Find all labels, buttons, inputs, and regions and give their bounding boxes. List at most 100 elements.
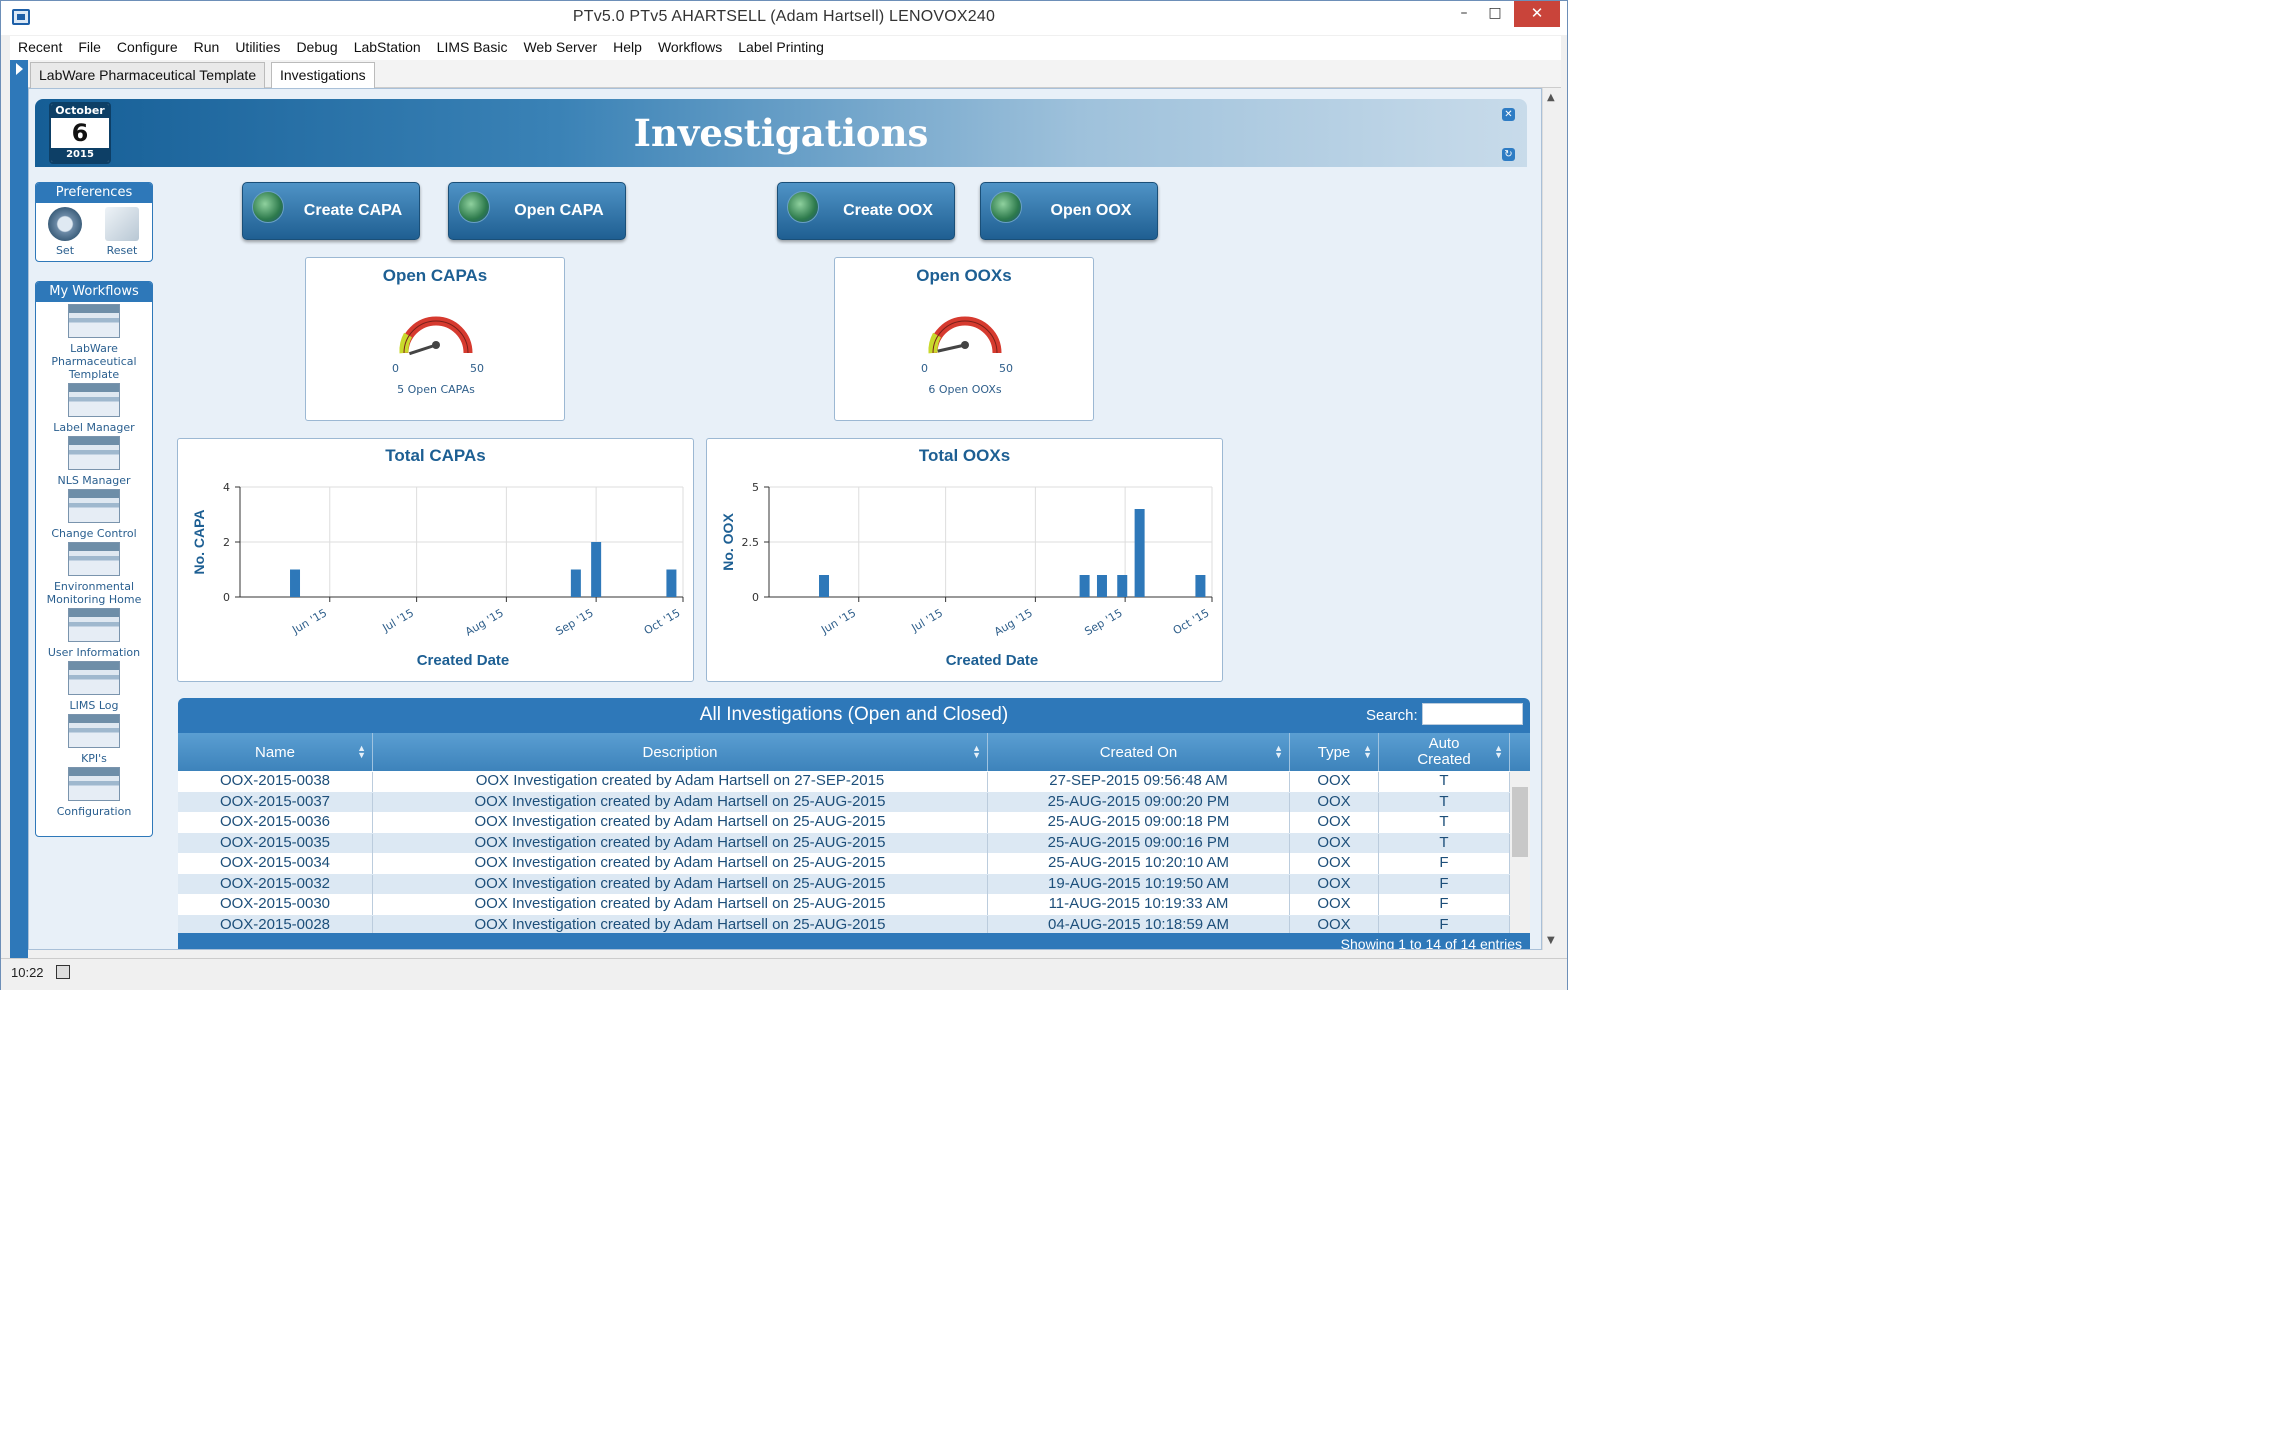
x-tick-label: Oct '15 xyxy=(642,606,683,637)
gauge-min-label: 0 xyxy=(921,362,928,375)
column-label: Description xyxy=(642,743,718,761)
table-cell: OOX-2015-0038 xyxy=(178,772,373,792)
open-capa-label: Open CAPA xyxy=(514,202,604,219)
search-input[interactable] xyxy=(1422,703,1523,725)
y-tick-label: 0 xyxy=(752,591,759,604)
table-cell: T xyxy=(1379,833,1510,854)
keyboard-icon[interactable] xyxy=(56,965,70,979)
table-cell: OOX-2015-0034 xyxy=(178,854,373,874)
workflow-nls-manager[interactable]: NLS Manager xyxy=(36,434,152,487)
workflow-lims-log[interactable]: LIMS Log xyxy=(36,659,152,712)
status-bar: 10:22 xyxy=(1,958,1567,990)
tab-labware-template[interactable]: LabWare Pharmaceutical Template xyxy=(30,62,266,88)
workflow-environmental-monitoring[interactable]: Environmental Monitoring Home xyxy=(36,540,152,606)
bar xyxy=(819,575,830,597)
workflow-change-control[interactable]: Change Control xyxy=(36,487,152,540)
menu-lims-basic[interactable]: LIMS Basic xyxy=(436,39,508,55)
table-row[interactable]: OOX-2015-0030 OOX Investigation created b… xyxy=(178,894,1510,915)
create-capa-icon xyxy=(252,191,284,223)
table-cell: OOX xyxy=(1290,792,1379,813)
set-button[interactable]: Set xyxy=(41,207,89,257)
page-scrollbar[interactable]: ▲ ▼ xyxy=(1542,88,1561,950)
workflow-label: Label Manager xyxy=(53,421,135,434)
column-type[interactable]: Type ▲ ▼ xyxy=(1290,733,1379,771)
table-scrollbar[interactable] xyxy=(1510,771,1530,933)
table-row[interactable]: OOX-2015-0038 OOX Investigation created b… xyxy=(178,771,1510,792)
column-name[interactable]: Name ▲ ▼ xyxy=(178,733,373,771)
y-tick-label: 0 xyxy=(223,591,230,604)
table-row[interactable]: OOX-2015-0032 OOX Investigation created b… xyxy=(178,873,1510,895)
table-cell: OOX-2015-0035 xyxy=(178,833,373,854)
scroll-down-icon[interactable]: ▼ xyxy=(1547,935,1555,946)
scroll-up-icon[interactable]: ▲ xyxy=(1547,92,1555,103)
menu-debug[interactable]: Debug xyxy=(296,39,338,55)
table-row[interactable]: OOX-2015-0037 OOX Investigation created b… xyxy=(178,791,1510,813)
table-cell: OOX xyxy=(1290,854,1379,874)
workflow-label-manager[interactable]: Label Manager xyxy=(36,381,152,434)
workflow-thumbnail xyxy=(68,714,120,748)
table-cell: OOX Investigation created by Adam Hartse… xyxy=(373,792,988,813)
workflow-thumbnail xyxy=(68,608,120,642)
workflow-label: Change Control xyxy=(51,527,137,540)
app-icon[interactable] xyxy=(12,9,30,25)
menu-workflows[interactable]: Workflows xyxy=(657,39,723,55)
workflow-user-information[interactable]: User Information xyxy=(36,606,152,659)
minimize-button[interactable]: – xyxy=(1460,5,1468,21)
sort-icon: ▲ ▼ xyxy=(357,743,366,760)
close-panel-icon[interactable]: ✕ xyxy=(1502,108,1515,121)
tab-investigations[interactable]: Investigations xyxy=(271,62,375,89)
table-row[interactable]: OOX-2015-0036 OOX Investigation created b… xyxy=(178,812,1510,833)
calendar-month: October xyxy=(51,104,109,118)
maximize-button[interactable]: □ xyxy=(1488,5,1502,21)
table-row[interactable]: OOX-2015-0028 OOX Investigation created b… xyxy=(178,914,1510,936)
refresh-icon[interactable]: ↻ xyxy=(1502,148,1515,161)
table-row[interactable]: OOX-2015-0035 OOX Investigation created b… xyxy=(178,832,1510,854)
total-capas-chart: Total CAPAs 0 2 4 Jun '15 Jul '15 Aug '15 Sep … xyxy=(177,438,694,682)
y-tick-label: 2.5 xyxy=(742,536,760,549)
bar xyxy=(290,569,301,597)
reset-button[interactable]: Reset xyxy=(98,207,146,257)
reset-label: Reset xyxy=(106,244,138,257)
open-capa-button[interactable]: Open CAPA xyxy=(448,182,626,240)
table-cell: 25-AUG-2015 10:20:10 AM xyxy=(988,854,1290,874)
close-button[interactable]: ✕ xyxy=(1514,1,1560,27)
menu-help[interactable]: Help xyxy=(613,39,642,55)
menu-recent[interactable]: Recent xyxy=(18,39,63,55)
gauge-hub xyxy=(432,341,440,349)
menu-labstation[interactable]: LabStation xyxy=(353,39,421,55)
y-tick-label: 2 xyxy=(223,536,230,549)
table-cell: 27-SEP-2015 09:56:48 AM xyxy=(988,772,1290,792)
collapse-strip[interactable] xyxy=(10,60,28,958)
create-oox-button[interactable]: Create OOX xyxy=(777,182,955,240)
gauge-min-label: 0 xyxy=(392,362,399,375)
workflow-kpis[interactable]: KPI's xyxy=(36,712,152,765)
workflow-thumbnail xyxy=(68,304,120,338)
table-cell: OOX-2015-0032 xyxy=(178,874,373,895)
menu-file[interactable]: File xyxy=(78,39,101,55)
column-auto-created[interactable]: Auto Created ▲ ▼ xyxy=(1379,733,1510,771)
workflow-configuration[interactable]: Configuration xyxy=(36,765,152,818)
gear-icon xyxy=(48,207,82,241)
menu-label-printing[interactable]: Label Printing xyxy=(738,39,824,55)
open-oox-icon xyxy=(990,191,1022,223)
menu-web-server[interactable]: Web Server xyxy=(523,39,598,55)
create-capa-button[interactable]: Create CAPA xyxy=(242,182,420,240)
workflow-labware-template[interactable]: LabWare Pharmaceutical Template xyxy=(36,302,152,381)
workflow-label: User Information xyxy=(47,646,141,659)
menu-run[interactable]: Run xyxy=(193,39,220,55)
table-cell: OOX Investigation created by Adam Hartse… xyxy=(373,813,988,833)
sort-icon: ▲ ▼ xyxy=(1363,743,1372,760)
scroll-thumb[interactable] xyxy=(1512,787,1528,857)
sort-icon: ▲ ▼ xyxy=(1274,743,1283,760)
menu-utilities[interactable]: Utilities xyxy=(235,39,281,55)
gauge-needle xyxy=(408,343,437,356)
search-label: Search: xyxy=(1366,707,1418,724)
column-created-on[interactable]: Created On ▲ ▼ xyxy=(988,733,1290,771)
column-description[interactable]: Description ▲ ▼ xyxy=(373,733,988,771)
menu-configure[interactable]: Configure xyxy=(116,39,178,55)
open-oox-button[interactable]: Open OOX xyxy=(980,182,1158,240)
calendar-year: 2015 xyxy=(51,148,109,162)
tab-bar: LabWare Pharmaceutical Template Investig… xyxy=(28,60,1561,89)
table-row[interactable]: OOX-2015-0034 OOX Investigation created b… xyxy=(178,853,1510,874)
workflow-thumbnail xyxy=(68,436,120,470)
